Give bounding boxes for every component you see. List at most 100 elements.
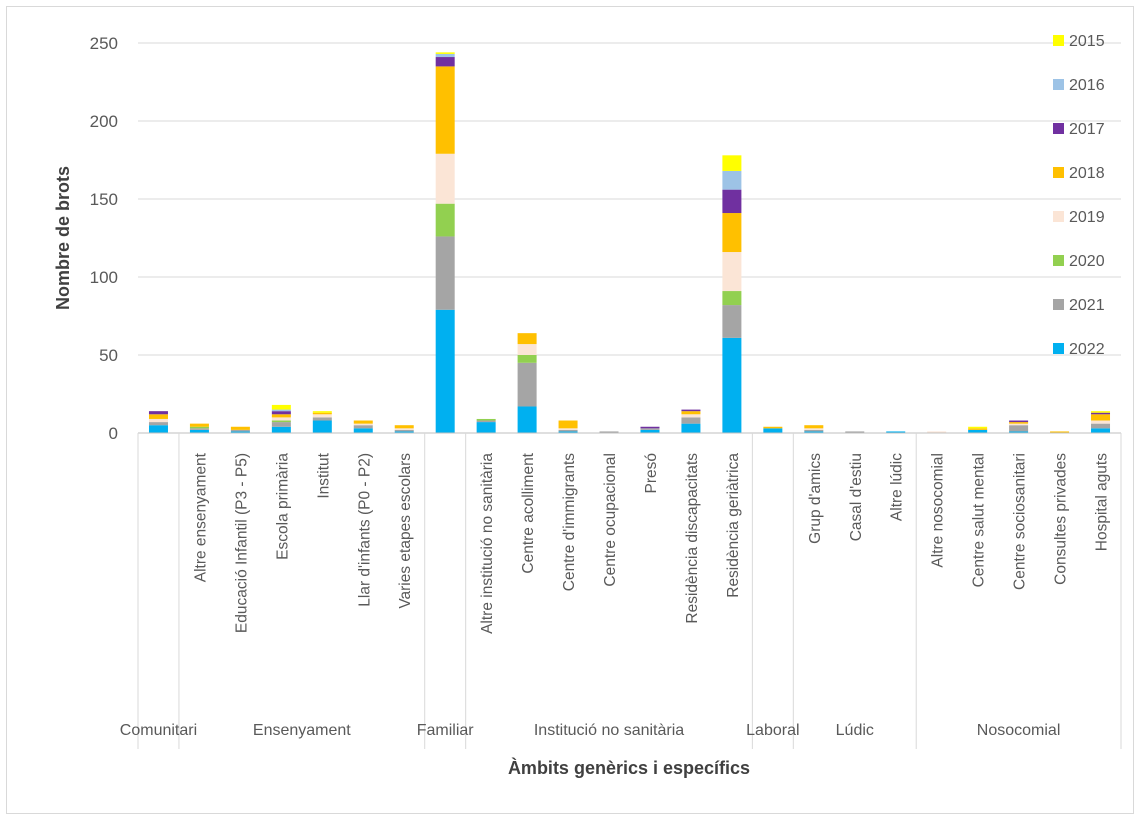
bar-segment-2018 <box>312 412 332 415</box>
legend-swatch-2022 <box>1053 343 1064 354</box>
bar-segment-2017 <box>1009 420 1029 423</box>
bar-segment-2020 <box>271 420 291 423</box>
category-label: Residència discapacitats <box>684 453 701 624</box>
bar-segment-2019 <box>681 414 701 418</box>
bar-segment-2021 <box>640 428 660 430</box>
bar-segment-2022 <box>1091 428 1111 433</box>
bar-segment-2021 <box>804 429 824 432</box>
bar-segment-2022 <box>804 431 824 433</box>
category-label: Altre lúdic <box>889 453 906 521</box>
bar-segment-2021 <box>845 431 865 433</box>
group-label: Laboral <box>746 722 799 739</box>
bar-segment-2018 <box>517 333 537 345</box>
bar-segment-2018 <box>189 423 209 427</box>
bar-segment-2022 <box>148 425 168 433</box>
group-label: Nosocomial <box>977 722 1061 739</box>
bar-segment-2021 <box>394 429 414 432</box>
y-tick-label: 100 <box>90 268 118 287</box>
bar-segment-2022 <box>722 337 742 433</box>
bar-segment-2018 <box>722 213 742 253</box>
bar-segment-2022 <box>681 423 701 433</box>
bar-segment-2019 <box>927 431 947 433</box>
category-label: Varies etapes escolars <box>397 453 414 609</box>
category-label: Llar d'infants (P0 - P2) <box>356 453 373 607</box>
legend-label: 2015 <box>1069 33 1105 50</box>
category-label: Centre d'immigrants <box>561 453 578 591</box>
category-label: Hospital aguts <box>1094 453 1111 551</box>
bar-segment-2019 <box>804 428 824 430</box>
bar-segment-2022 <box>230 431 250 433</box>
stacked-bar-chart: 0 50 100 150 200 250 Altre ensenyament Educació… <box>53 33 1122 778</box>
category-label: Centre sociosanitari <box>1012 453 1029 590</box>
bar-segment-2018 <box>1091 414 1111 421</box>
bar-segment-2022 <box>886 431 906 433</box>
bar-segment-2017 <box>640 426 660 429</box>
category-label: Centre salut mental <box>971 453 988 587</box>
bar-segment-2022 <box>394 431 414 433</box>
bar-segment-2015 <box>722 155 742 171</box>
category-label: Casal d'estiu <box>848 453 865 541</box>
category-label: Altre ensenyament <box>192 452 209 582</box>
x-axis-title: Àmbits genèrics i específics <box>508 757 750 778</box>
bar-segment-2015 <box>435 52 455 54</box>
bar-segment-2021 <box>230 429 250 432</box>
bar-segment-2018 <box>271 414 291 418</box>
category-label: Educació Infantil (P3 - P5) <box>233 453 250 633</box>
bar-segment-2022 <box>312 420 332 433</box>
bar-segment-2018 <box>968 428 988 430</box>
legend-swatch-2019 <box>1053 211 1064 222</box>
legend-swatch-2020 <box>1053 255 1064 266</box>
bar-segment-2022 <box>1009 431 1029 433</box>
category-label: Altre institució no sanitària <box>479 453 496 634</box>
bar-segment-2018 <box>804 425 824 429</box>
category-label: Escola primària <box>274 453 291 560</box>
bar-segment-2018 <box>148 414 168 419</box>
bar-segment-2015 <box>312 411 332 413</box>
bar-segment-2020 <box>435 203 455 237</box>
bar-segment-2021 <box>353 425 373 429</box>
bar-segment-2018 <box>394 425 414 429</box>
legend-label: 2020 <box>1069 253 1105 270</box>
bar-segment-2018 <box>1050 431 1070 433</box>
bar-segment-2022 <box>517 406 537 433</box>
bar-segment-2019 <box>558 428 578 430</box>
bar-segment-2022 <box>435 309 455 433</box>
bar-segment-2019 <box>722 252 742 292</box>
legend-label: 2022 <box>1069 341 1105 358</box>
bar-segment-2019 <box>435 153 455 204</box>
chart-frame: 0 50 100 150 200 250 Altre ensenyament Educació… <box>6 6 1134 814</box>
bar-segment-2016 <box>435 53 455 58</box>
y-tick-label: 200 <box>90 112 118 131</box>
bar-segment-2016 <box>271 409 291 412</box>
bar-segment-2017 <box>435 57 455 67</box>
bar-segment-2018 <box>681 411 701 415</box>
bar-segment-2021 <box>271 422 291 427</box>
category-label: Consultes privades <box>1053 453 1070 585</box>
bar-segment-2021 <box>558 429 578 432</box>
legend-label: 2019 <box>1069 209 1105 226</box>
bar-segment-2019 <box>353 423 373 426</box>
bar-segment-2019 <box>271 417 291 421</box>
bar-segment-2022 <box>189 429 209 433</box>
bar-segment-2017 <box>681 409 701 412</box>
bar-segment-2022 <box>968 429 988 433</box>
bar-segment-2019 <box>1009 423 1029 426</box>
category-label: Grup d'amics <box>807 453 824 544</box>
bar-segment-2015 <box>1091 411 1111 413</box>
category-label: Centre ocupacional <box>602 453 619 587</box>
bar-segment-2018 <box>230 426 250 430</box>
y-tick-label: 150 <box>90 190 118 209</box>
bar-segment-2016 <box>722 170 742 190</box>
bar-segment-2021 <box>148 422 168 426</box>
bar-segment-2022 <box>763 428 783 433</box>
category-label: Residència geriàtrica <box>725 453 742 598</box>
bar-segment-2021 <box>1091 423 1111 429</box>
group-label: Institució no sanitària <box>534 722 684 739</box>
bar-segment-2020 <box>722 291 742 306</box>
bar-segment-2019 <box>148 418 168 423</box>
bar-segment-2015 <box>968 426 988 429</box>
bar-segment-2019 <box>517 344 537 355</box>
group-label: Ensenyament <box>253 722 351 739</box>
bar-segment-2019 <box>1091 420 1111 424</box>
bar-segment-2020 <box>189 426 209 429</box>
